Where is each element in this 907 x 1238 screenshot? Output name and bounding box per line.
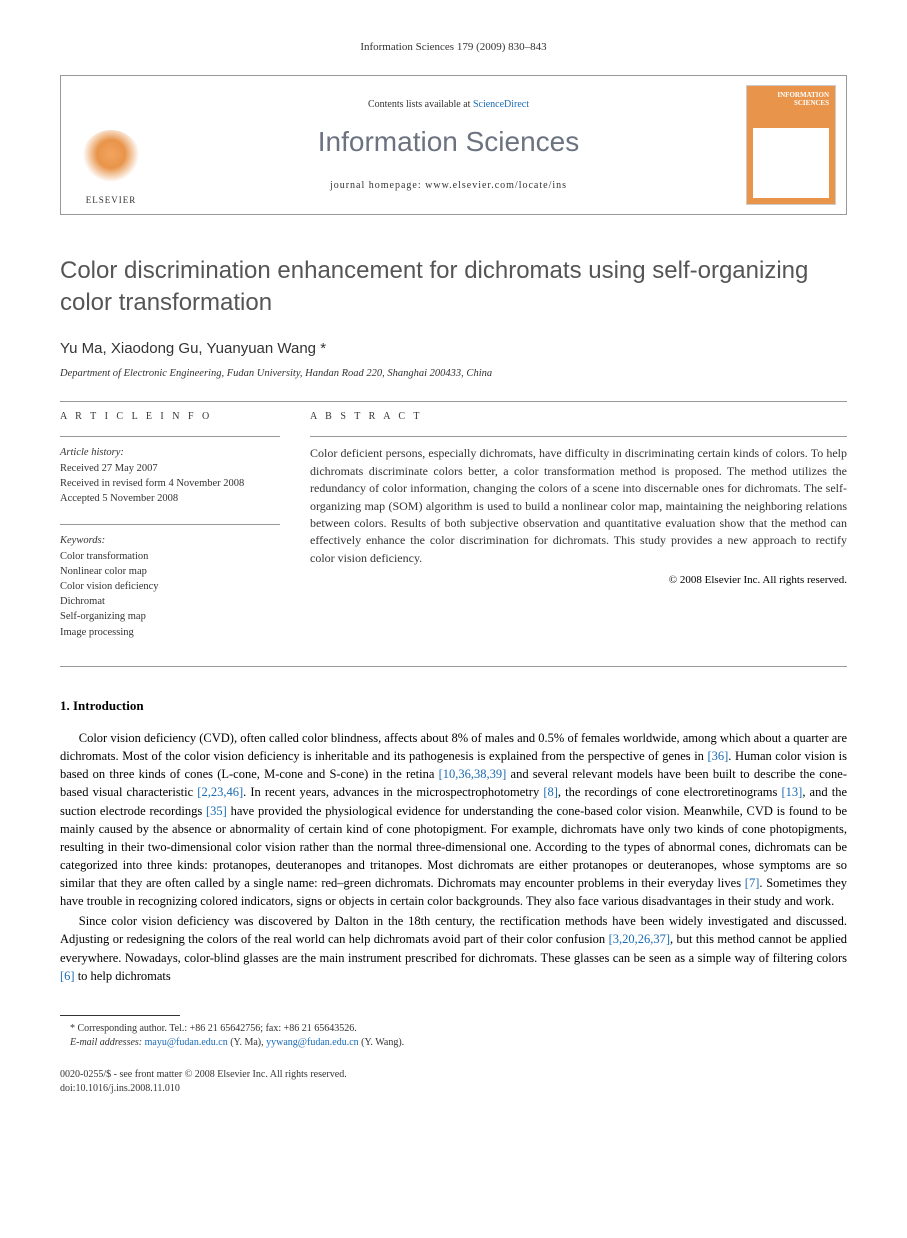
citation-link[interactable]: [35] — [206, 804, 227, 818]
email-who: (Y. Ma), — [228, 1037, 266, 1048]
citation-link[interactable]: [10,36,38,39] — [439, 767, 507, 781]
citation-link[interactable]: [7] — [745, 876, 760, 890]
corresponding-author-footnote: * Corresponding author. Tel.: +86 21 656… — [60, 1022, 847, 1036]
keyword: Nonlinear color map — [60, 566, 147, 577]
page-header-citation: Information Sciences 179 (2009) 830–843 — [60, 40, 847, 55]
info-divider-2 — [60, 524, 280, 525]
citation-link[interactable]: [3,20,26,37] — [609, 932, 670, 946]
abstract-copyright: © 2008 Elsevier Inc. All rights reserved… — [310, 573, 847, 588]
publisher-name: ELSEVIER — [86, 194, 137, 207]
keyword: Image processing — [60, 627, 134, 638]
contents-available-line: Contents lists available at ScienceDirec… — [368, 98, 529, 112]
authors-names: Yu Ma, Xiaodong Gu, Yuanyuan Wang — [60, 340, 316, 357]
citation-link[interactable]: [13] — [781, 785, 802, 799]
info-divider-1 — [60, 436, 280, 437]
section-heading-intro: 1. Introduction — [60, 697, 847, 715]
body-paragraph-1: Color vision deficiency (CVD), often cal… — [60, 729, 847, 910]
email-footnote: E-mail addresses: mayu@fudan.edu.cn (Y. … — [60, 1036, 847, 1050]
affiliation: Department of Electronic Engineering, Fu… — [60, 367, 847, 382]
citation-link[interactable]: [6] — [60, 969, 75, 983]
email-link[interactable]: yywang@fudan.edu.cn — [266, 1037, 359, 1048]
keyword: Color vision deficiency — [60, 581, 159, 592]
article-info-label: A R T I C L E I N F O — [60, 410, 280, 424]
citation-link[interactable]: [2,23,46] — [197, 785, 243, 799]
journal-homepage-line: journal homepage: www.elsevier.com/locat… — [330, 179, 567, 193]
homepage-url: www.elsevier.com/locate/ins — [425, 180, 567, 191]
cover-thumbnail-area: INFORMATION SCIENCES — [736, 76, 846, 214]
body-paragraph-2: Since color vision deficiency was discov… — [60, 912, 847, 985]
citation-link[interactable]: [36] — [707, 749, 728, 763]
body-text-segment: to help dichromats — [75, 969, 171, 983]
corresponding-marker: * — [320, 340, 326, 357]
keyword: Dichromat — [60, 596, 105, 607]
divider-top — [60, 401, 847, 402]
email-link[interactable]: mayu@fudan.edu.cn — [145, 1037, 228, 1048]
cover-title: INFORMATION SCIENCES — [753, 92, 829, 107]
authors-line: Yu Ma, Xiaodong Gu, Yuanyuan Wang * — [60, 338, 847, 359]
cover-body — [753, 128, 829, 199]
banner-center: Contents lists available at ScienceDirec… — [161, 76, 736, 214]
keywords-label: Keywords: — [60, 535, 105, 546]
history-line: Received in revised form 4 November 2008 — [60, 478, 244, 489]
front-matter-line: 0020-0255/$ - see front matter © 2008 El… — [60, 1068, 847, 1082]
history-label: Article history: — [60, 447, 124, 458]
section-title: Introduction — [73, 698, 144, 713]
info-abstract-container: A R T I C L E I N F O Article history: R… — [60, 410, 847, 657]
journal-cover-thumbnail: INFORMATION SCIENCES — [746, 85, 836, 205]
section-number: 1. — [60, 698, 70, 713]
footnote-divider — [60, 1015, 180, 1016]
homepage-label: journal homepage: — [330, 180, 425, 191]
keywords-block: Keywords: Color transformation Nonlinear… — [60, 533, 280, 640]
bottom-meta: 0020-0255/$ - see front matter © 2008 El… — [60, 1068, 847, 1096]
keyword: Self-organizing map — [60, 611, 146, 622]
elsevier-tree-icon — [81, 130, 141, 190]
abstract-divider — [310, 436, 847, 437]
publisher-logo-area: ELSEVIER — [61, 76, 161, 214]
sciencedirect-link[interactable]: ScienceDirect — [473, 99, 529, 110]
history-line: Accepted 5 November 2008 — [60, 493, 178, 504]
doi-line: doi:10.1016/j.ins.2008.11.010 — [60, 1082, 847, 1096]
abstract-label: A B S T R A C T — [310, 410, 847, 424]
contents-prefix: Contents lists available at — [368, 99, 473, 110]
email-who: (Y. Wang). — [359, 1037, 405, 1048]
journal-banner: ELSEVIER Contents lists available at Sci… — [60, 75, 847, 215]
article-history-block: Article history: Received 27 May 2007 Re… — [60, 445, 280, 506]
divider-bottom — [60, 666, 847, 667]
article-title: Color discrimination enhancement for dic… — [60, 255, 847, 317]
email-label: E-mail addresses: — [70, 1037, 142, 1048]
history-line: Received 27 May 2007 — [60, 463, 158, 474]
body-text-segment: , the recordings of cone electroretinogr… — [558, 785, 782, 799]
elsevier-logo: ELSEVIER — [71, 116, 151, 206]
journal-name: Information Sciences — [318, 122, 579, 161]
citation-link[interactable]: [8] — [543, 785, 558, 799]
abstract-text: Color deficient persons, especially dich… — [310, 445, 847, 567]
keyword: Color transformation — [60, 551, 148, 562]
abstract-column: A B S T R A C T Color deficient persons,… — [310, 410, 847, 657]
body-text-segment: . In recent years, advances in the micro… — [243, 785, 543, 799]
article-info-column: A R T I C L E I N F O Article history: R… — [60, 410, 280, 657]
